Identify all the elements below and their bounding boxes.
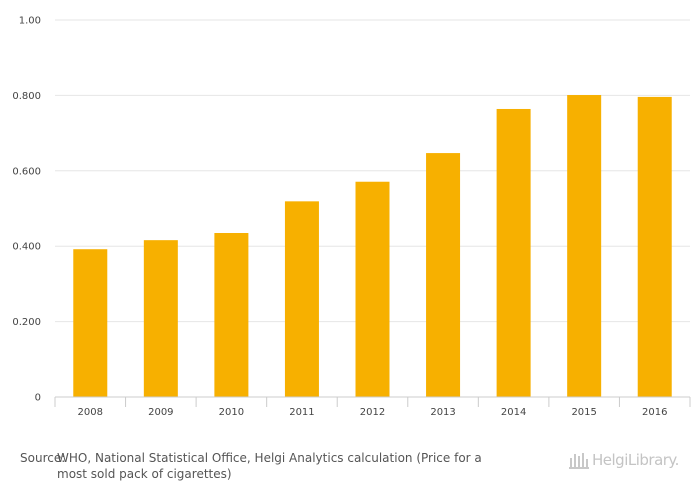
source-note: Source:WHO, National Statistical Office,… — [20, 450, 540, 482]
x-tick-label: 2015 — [571, 407, 596, 418]
x-tick-label: 2016 — [642, 407, 667, 418]
y-tick-label: 0.800 — [12, 91, 41, 102]
x-tick-label: 2009 — [148, 407, 173, 418]
bars — [73, 95, 672, 398]
x-tick-label: 2010 — [219, 407, 244, 418]
bar-2008 — [73, 249, 108, 397]
y-tick-label: 0.400 — [12, 242, 41, 253]
bar-2016 — [637, 96, 672, 398]
helgi-library-logo: HelgiLibrary. — [568, 450, 679, 470]
bar-2013 — [426, 153, 461, 397]
bar-2015 — [567, 95, 602, 397]
y-tick-label: 1.00 — [19, 16, 41, 27]
y-tick-label: 0.600 — [12, 166, 41, 177]
y-tick-label: 0.200 — [12, 317, 41, 328]
x-tick-label: 2012 — [360, 407, 385, 418]
x-tick-label: 2011 — [289, 407, 314, 418]
bar-2011 — [284, 201, 319, 397]
source-label: Source: — [20, 451, 66, 465]
logo-text: HelgiLibrary. — [592, 451, 679, 469]
x-tick-label: 2008 — [78, 407, 103, 418]
x-tick-label: 2013 — [430, 407, 455, 418]
y-tick-label: 0 — [35, 393, 41, 404]
x-tick-label: 2014 — [501, 407, 526, 418]
x-axis: 2008 2009 2010 2011 2012 2013 2014 2015 2016 — [54, 396, 691, 418]
bar-2012 — [355, 181, 390, 397]
library-columns-icon — [569, 453, 589, 469]
source-text-1: WHO, National Statistical Office, Helgi … — [57, 451, 482, 465]
bar-2010 — [214, 233, 249, 397]
y-axis-ticks: 0 0.200 0.400 0.600 0.800 1.00 — [12, 16, 41, 404]
bar-2014 — [496, 108, 531, 398]
source-text-2: most sold pack of cigarettes) — [57, 467, 232, 481]
source-line-1: Source:WHO, National Statistical Office,… — [20, 450, 540, 466]
bar-2009 — [143, 240, 178, 397]
